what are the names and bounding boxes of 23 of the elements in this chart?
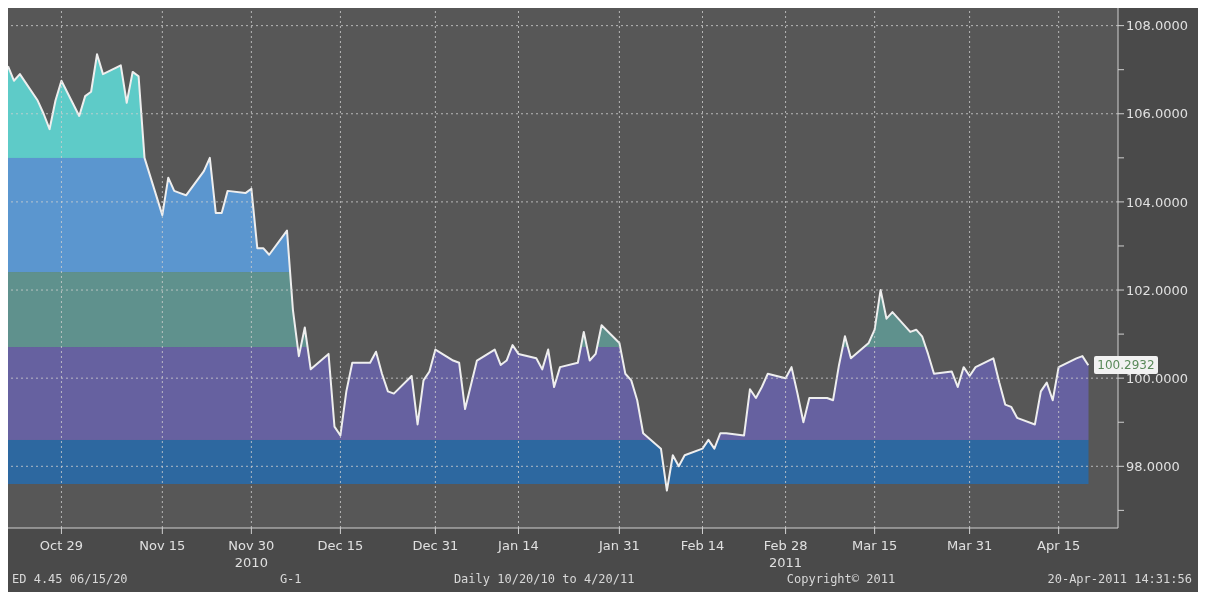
x-tick-label: Nov 15: [139, 538, 186, 553]
x-tick-label: Jan 31: [598, 538, 640, 553]
x-tick-label: Feb 14: [680, 538, 725, 553]
y-tick-label: 108.0000: [1126, 18, 1189, 34]
text: Daily 10/20/10 to 4/20/11: [453, 572, 635, 586]
text: ED 4.45 06/15/20: [12, 572, 128, 586]
x-tick-label: Jan 14: [497, 538, 539, 553]
y-tick-label: 104.0000: [1126, 194, 1189, 210]
y-tick-label: 102.0000: [1126, 282, 1189, 298]
y-tick-label: 98.0000: [1126, 458, 1180, 474]
x-tick-label: Feb 28 2011: [763, 538, 808, 570]
y-tick-label: 106.0000: [1126, 106, 1189, 122]
x-tick-label: Nov 30 2010: [228, 538, 275, 570]
text: G-1: [279, 572, 302, 586]
x-tick-label: Dec 15: [317, 538, 364, 553]
x-tick-label: Apr 15: [1037, 538, 1081, 553]
x-tick-label: Mar 31: [947, 538, 993, 553]
text: 20-Apr-2011 14:31:56: [1047, 572, 1192, 586]
x-tick-label: Mar 15: [852, 538, 898, 553]
x-tick-label: Oct 29: [39, 538, 83, 553]
annotation: 100.2932: [1094, 356, 1158, 375]
x-tick-label: Dec 31: [412, 538, 459, 553]
text: Copyright© 2011: [786, 572, 896, 586]
